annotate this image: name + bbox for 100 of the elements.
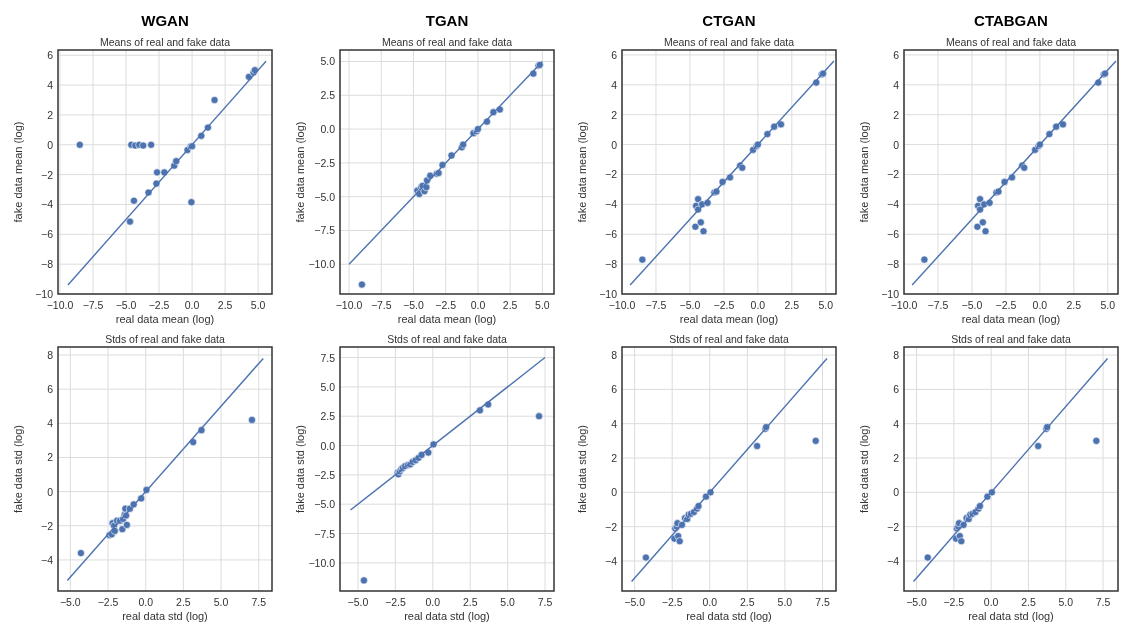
y-tick-label: −4 [605, 198, 618, 211]
x-axis-title: real data std (log) [122, 610, 208, 622]
y-tick-label: −2 [887, 168, 900, 181]
x-tick-label: 5.0 [1058, 596, 1074, 608]
chart-title: CTABGAN [974, 12, 1048, 29]
y-tick-label: −7.5 [314, 224, 336, 237]
x-tick-label: 0.0 [184, 299, 200, 311]
x-tick-label: −5.0 [115, 299, 137, 311]
x-tick-label: −7.5 [645, 299, 667, 311]
x-tick-label: 7.5 [815, 596, 830, 608]
y-tick-label: −6 [887, 228, 900, 241]
x-tick-label: 5.0 [250, 299, 266, 311]
chart-title: Stds of real and fake data [669, 333, 789, 345]
x-tick-label: −5.0 [59, 596, 81, 608]
x-tick-label: 0.0 [983, 596, 999, 608]
x-tick-label: 7.5 [537, 596, 553, 608]
y-tick-label: 6 [611, 48, 618, 61]
y-tick-label: −6 [605, 228, 618, 241]
chart-subtitle: Means of real and fake data [99, 36, 231, 48]
x-tick-label: −2.5 [661, 596, 683, 608]
y-tick-label: 0.0 [320, 123, 336, 136]
x-axis-title: real data mean (log) [115, 313, 215, 325]
y-tick-label: 0 [47, 485, 54, 498]
y-tick-label: 2 [893, 108, 900, 121]
y-tick-label: −4 [41, 553, 54, 566]
y-axis-title: fake data mean (log) [294, 121, 306, 223]
y-tick-label: −6 [41, 228, 54, 241]
y-tick-label: 6 [47, 383, 54, 396]
x-tick-label: −5.0 [906, 596, 928, 608]
y-tick-label: 2.5 [320, 410, 336, 423]
x-tick-label: 5.0 [777, 596, 793, 608]
y-tick-label: −2.5 [314, 468, 336, 481]
x-tick-label: 2.5 [217, 299, 233, 311]
y-tick-label: −5.0 [314, 190, 336, 203]
x-tick-label: −5.0 [961, 299, 983, 311]
x-tick-label: 5.0 [1100, 299, 1116, 311]
x-tick-label: 7.5 [1095, 596, 1111, 608]
y-tick-label: 7.5 [320, 351, 336, 364]
y-tick-label: −5.0 [314, 498, 336, 511]
x-tick-label: 5.0 [213, 596, 229, 608]
x-tick-label: 0.0 [470, 299, 486, 311]
y-tick-label: 0 [611, 138, 618, 151]
x-tick-label: −7.5 [370, 299, 392, 311]
x-tick-label: −10.0 [335, 299, 363, 311]
y-tick-label: 0 [893, 486, 900, 499]
y-axis-title: fake data std (log) [294, 424, 306, 514]
y-tick-label: 0.0 [320, 439, 336, 452]
chart-subtitle: Means of real and fake data [381, 36, 513, 48]
y-tick-label: 2 [47, 451, 54, 464]
x-tick-label: 7.5 [251, 596, 267, 608]
x-tick-label: −5.0 [347, 596, 369, 608]
y-tick-label: 4 [611, 78, 618, 91]
y-tick-label: −4 [41, 198, 54, 211]
x-axis-title: real data std (log) [968, 610, 1054, 622]
x-tick-label: 5.0 [535, 299, 550, 311]
x-tick-label: −5.0 [679, 299, 701, 311]
y-tick-label: −2 [605, 520, 618, 533]
y-tick-label: 6 [893, 383, 900, 396]
x-tick-label: 2.5 [740, 596, 755, 608]
y-tick-label: −10 [35, 288, 54, 300]
chart-title: Stds of real and fake data [105, 333, 225, 345]
x-tick-label: 2.5 [502, 299, 518, 311]
chart-title: Stds of real and fake data [951, 333, 1071, 345]
x-tick-label: 2.5 [784, 299, 800, 311]
x-axis-title: real data std (log) [686, 610, 772, 622]
y-tick-label: 0 [893, 138, 900, 151]
y-tick-label: −8 [41, 258, 54, 271]
y-tick-label: −10 [599, 288, 618, 300]
chart-title: Stds of real and fake data [387, 333, 507, 345]
y-tick-label: 0 [611, 486, 618, 499]
x-tick-label: −2.5 [435, 299, 457, 311]
chart-title: TGAN [425, 12, 469, 29]
y-tick-label: −8 [887, 258, 900, 271]
y-tick-label: −2 [41, 168, 54, 181]
y-tick-label: 5.0 [320, 380, 336, 393]
y-tick-label: −8 [605, 258, 618, 271]
y-tick-label: 8 [611, 349, 618, 362]
y-tick-label: 4 [893, 417, 900, 430]
y-tick-label: 5.0 [320, 55, 336, 68]
y-axis-title: fake data mean (log) [12, 121, 24, 223]
x-tick-label: −5.0 [403, 299, 424, 311]
y-tick-label: 8 [47, 349, 54, 362]
chart-title: CTGAN [702, 12, 756, 29]
y-tick-label: 6 [611, 383, 618, 396]
x-axis-title: real data std (log) [404, 610, 490, 622]
y-tick-label: 4 [47, 417, 54, 430]
x-tick-label: −2.5 [943, 596, 965, 608]
x-axis-title: real data mean (log) [397, 313, 497, 325]
x-tick-label: 2.5 [176, 596, 191, 608]
y-tick-label: −2 [605, 168, 618, 181]
y-tick-label: −4 [887, 554, 900, 567]
x-tick-label: 2.5 [1066, 299, 1082, 311]
x-tick-label: 5.0 [500, 596, 516, 608]
x-tick-label: −2.5 [97, 596, 119, 608]
y-tick-label: 2 [611, 108, 618, 121]
y-tick-label: −4 [887, 198, 900, 211]
x-tick-label: 0.0 [750, 299, 766, 311]
x-tick-label: 5.0 [818, 299, 834, 311]
y-tick-label: −10.0 [308, 556, 336, 569]
x-tick-label: 2.5 [462, 596, 478, 608]
